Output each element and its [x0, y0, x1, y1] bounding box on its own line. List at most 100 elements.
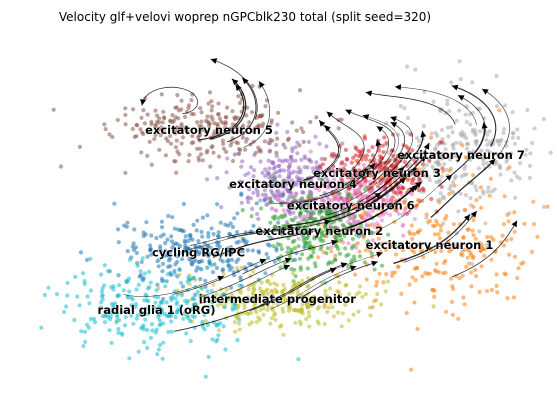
- scatter-point: [316, 321, 321, 326]
- streamline-arrowhead: [324, 125, 331, 132]
- scatter-point: [350, 176, 355, 181]
- scatter-point: [402, 159, 407, 165]
- scatter-point: [206, 101, 211, 106]
- scatter-point: [294, 191, 299, 196]
- scatter-point: [455, 158, 460, 163]
- scatter-point: [273, 317, 278, 322]
- scatter-point: [410, 248, 415, 253]
- scatter-point: [261, 180, 266, 185]
- scatter-point: [256, 145, 261, 150]
- scatter-point: [203, 278, 208, 283]
- scatter-point: [229, 140, 234, 145]
- streamline: [199, 264, 291, 305]
- scatter-point: [237, 146, 242, 152]
- scatter-point: [494, 74, 499, 79]
- scatter-point: [339, 117, 344, 122]
- scatter-point: [134, 122, 139, 128]
- scatter-point: [242, 305, 247, 311]
- scatter-point: [173, 105, 178, 110]
- scatter-point: [163, 248, 168, 253]
- scatter-point: [241, 123, 246, 128]
- scatter-point: [161, 278, 166, 283]
- scatter-point: [531, 199, 536, 204]
- scatter-point: [149, 233, 154, 238]
- scatter-point: [262, 139, 267, 144]
- scatter-point: [123, 309, 128, 314]
- scatter-point: [187, 233, 192, 238]
- scatter-point: [270, 190, 275, 195]
- scatter-point: [145, 112, 150, 117]
- streamline-arrowhead: [464, 214, 471, 221]
- scatter-point: [196, 239, 201, 244]
- scatter-point: [458, 77, 463, 82]
- streamline-arrowhead: [470, 211, 477, 218]
- scatter-point: [266, 291, 271, 296]
- scatter-point: [278, 198, 283, 204]
- scatter-point: [157, 116, 162, 121]
- scatter-point: [445, 98, 450, 103]
- scatter-point: [102, 263, 107, 268]
- scatter-point: [499, 137, 504, 142]
- scatter-point: [439, 140, 445, 145]
- scatter-point: [251, 269, 256, 274]
- scatter-point: [446, 134, 451, 139]
- scatter-point: [230, 158, 236, 164]
- scatter-point: [333, 253, 338, 258]
- scatter-point: [362, 260, 367, 265]
- scatter-point: [292, 246, 297, 251]
- scatter-point: [420, 162, 425, 167]
- scatter-point: [464, 119, 469, 124]
- scatter-point: [370, 145, 375, 150]
- cluster-label: cycling RG/IPC: [152, 245, 245, 259]
- scatter-point: [134, 134, 139, 139]
- scatter-point: [379, 302, 384, 307]
- scatter-point: [337, 232, 342, 237]
- scatter-point: [264, 202, 269, 207]
- scatter-point: [279, 246, 284, 252]
- scatter-point: [311, 169, 316, 175]
- scatter-point: [325, 178, 330, 183]
- scatter-point: [494, 104, 500, 109]
- scatter-point: [153, 108, 158, 113]
- scatter-point: [218, 220, 223, 225]
- scatter-point: [345, 175, 351, 180]
- scatter-point: [246, 200, 251, 205]
- scatter-point: [300, 252, 305, 257]
- streamline-arrowhead: [217, 275, 225, 282]
- scatter-point: [327, 203, 332, 208]
- scatter-point: [304, 316, 309, 322]
- scatter-point: [291, 210, 296, 215]
- scatter-point: [494, 283, 499, 288]
- scatter-point: [381, 280, 386, 285]
- scatter-point: [290, 239, 295, 244]
- scatter-point: [148, 280, 153, 285]
- streamline: [349, 126, 390, 189]
- scatter-point: [497, 142, 502, 147]
- scatter-point: [432, 167, 437, 172]
- scatter-point: [227, 231, 232, 236]
- scatter-point: [304, 208, 309, 213]
- scatter-point: [219, 301, 224, 306]
- scatter-point: [523, 152, 528, 157]
- scatter-point: [314, 235, 319, 240]
- scatter-point: [304, 300, 309, 305]
- scatter-point: [374, 279, 380, 285]
- streamline-arrowhead: [242, 77, 249, 85]
- scatter-point: [450, 130, 455, 135]
- scatter-point: [233, 329, 238, 334]
- scatter-point: [469, 270, 474, 275]
- scatter-point: [142, 271, 147, 276]
- scatter-point: [340, 311, 345, 316]
- scatter-point: [145, 286, 150, 291]
- scatter-point: [433, 250, 438, 255]
- scatter-point: [129, 313, 134, 318]
- scatter-point: [143, 232, 148, 237]
- scatter-point: [299, 126, 304, 131]
- scatter-point: [236, 321, 241, 326]
- scatter-point: [260, 113, 265, 118]
- streamline: [340, 167, 417, 219]
- scatter-point: [512, 141, 518, 146]
- scatter-point: [396, 132, 401, 137]
- scatter-point: [293, 145, 298, 150]
- scatter-point: [430, 287, 435, 292]
